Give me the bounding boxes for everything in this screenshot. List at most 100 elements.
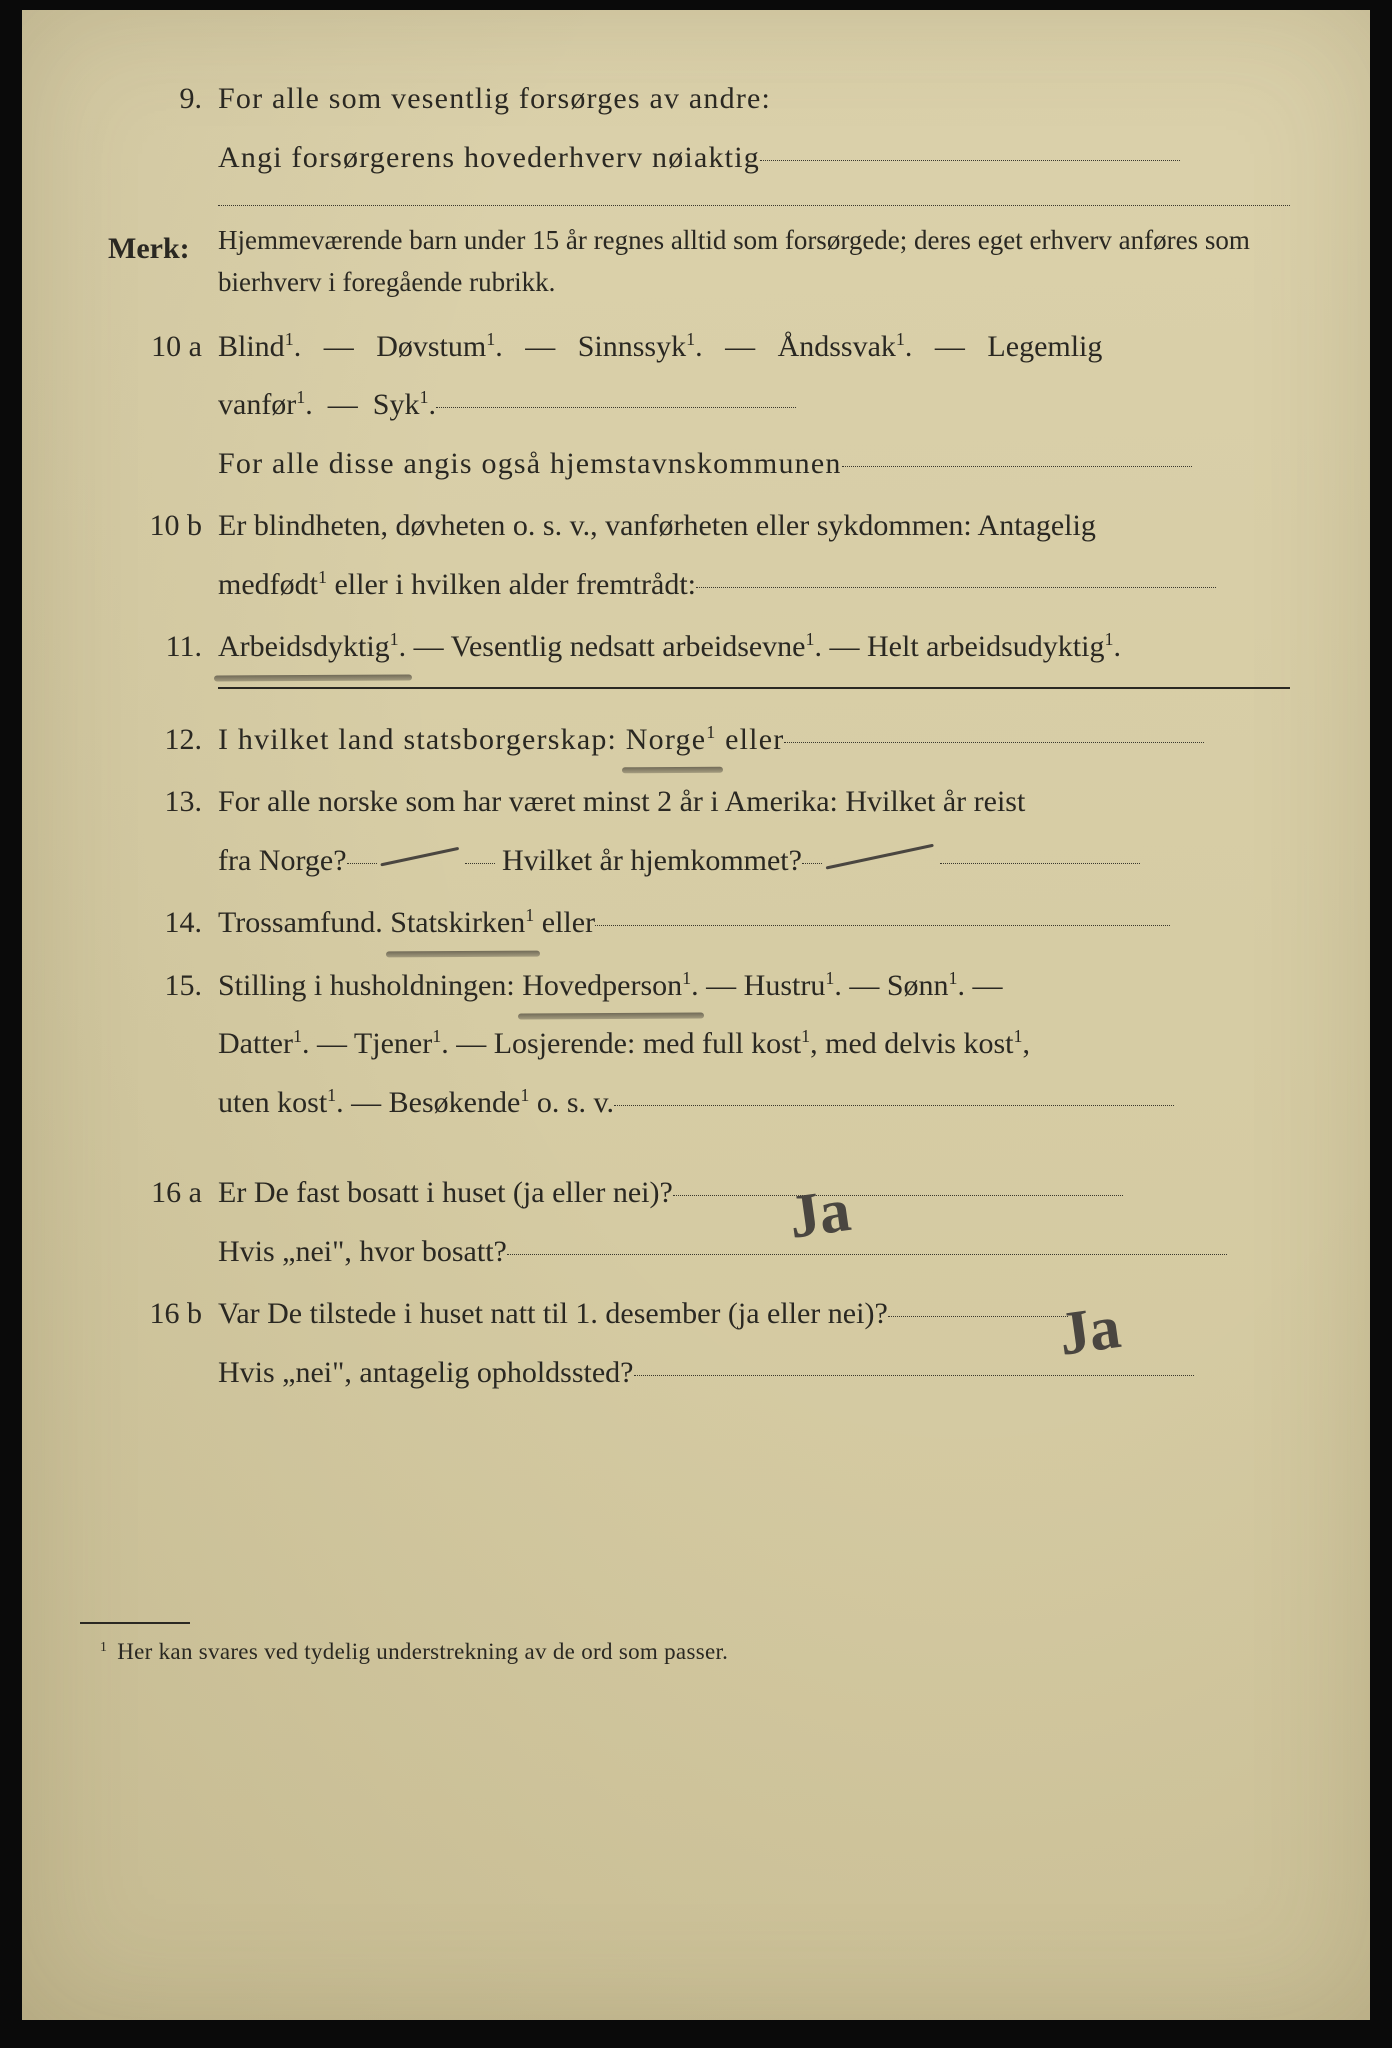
fill-line[interactable] [634, 1375, 1194, 1376]
q12-underlined: Norge1 [626, 711, 717, 770]
q13-number: 13. [112, 773, 202, 832]
q16b-line2-text: Hvis „nei", antagelig opholdssted? [218, 1356, 634, 1389]
question-16a: 16 a Er De fast bosatt i huset (ja eller… [140, 1164, 1290, 1281]
fill-line[interactable] [673, 1195, 1123, 1196]
fill-line[interactable] [784, 742, 1204, 743]
fill-line[interactable] [436, 407, 796, 408]
q14-a: Trossamfund. [218, 906, 390, 939]
merk-label: Merk: [108, 220, 190, 279]
q10a-number: 10 a [112, 318, 202, 377]
q15-r1: — Hustru [699, 969, 826, 1002]
q12-text: I hvilket land statsborgerskap: Norge1 e… [218, 711, 1290, 770]
q15-l3b: . — Besøkende [336, 1086, 520, 1119]
fill-line[interactable] [347, 863, 377, 864]
fill-line[interactable] [842, 466, 1192, 467]
q15-underlined-text: Hovedperson [522, 969, 682, 1002]
q14-number: 14. [112, 894, 202, 953]
q15-line3: uten kost1. — Besøkende1 o. s. v. [218, 1074, 1290, 1133]
q13-line1: For alle norske som har været minst 2 år… [218, 773, 1290, 832]
question-11: 11. Arbeidsdyktig1. — Vesentlig nedsatt … [140, 618, 1290, 677]
divider-dotted [218, 205, 1290, 206]
q9-line2: Angi forsørgerens hovederhverv nøiaktig [218, 129, 1290, 188]
q10a-opt7: Syk [373, 388, 420, 421]
q15-l3c: o. s. v. [529, 1086, 614, 1119]
footnote-text: Her kan svares ved tydelig understreknin… [117, 1639, 728, 1664]
q16a-number: 16 a [112, 1164, 202, 1223]
q10b-line2: medfødt1 eller i hvilken alder fremtrådt… [218, 556, 1290, 615]
q10a-opt6: vanfør [218, 388, 296, 421]
question-14: 14. Trossamfund. Statskirken1 eller [140, 894, 1290, 953]
fill-line[interactable] [888, 1316, 1068, 1317]
q14-b: eller [534, 906, 595, 939]
q10b-line2b: eller i hvilken alder fremtrådt: [327, 568, 696, 601]
question-9: 9. For alle som vesentlig forsørges av a… [140, 70, 1290, 187]
question-16b: 16 b Var De tilstede i huset natt til 1.… [140, 1285, 1290, 1402]
q10b-number: 10 b [112, 497, 202, 556]
footnote-rule [80, 1622, 190, 1624]
q11-mid: — Vesentlig nedsatt arbeidsevne [406, 630, 805, 663]
q14-underlined: Statskirken1 [390, 894, 534, 953]
q12-underlined-text: Norge [626, 723, 706, 756]
q15-a: Stilling i husholdningen: [218, 969, 522, 1002]
q16b-line1-text: Var De tilstede i huset natt til 1. dese… [218, 1297, 888, 1330]
q10b-line2a: medfødt [218, 568, 318, 601]
q10a-line3: For alle disse angis også hjemstavnskomm… [218, 435, 1290, 494]
q15-l2a: Datter [218, 1027, 293, 1060]
q15-line1: Stilling i husholdningen: Hovedperson1. … [218, 957, 1290, 1016]
q12-a: I hvilket land statsborgerskap: [218, 723, 626, 756]
q15-l2d: , med delvis kost [810, 1027, 1013, 1060]
q11-text: Arbeidsdyktig1. — Vesentlig nedsatt arbe… [218, 618, 1290, 677]
q16a-line2-text: Hvis „nei", hvor bosatt? [218, 1235, 507, 1268]
fill-line[interactable] [802, 863, 822, 864]
question-10b: 10 b Er blindheten, døvheten o. s. v., v… [140, 497, 1290, 614]
fill-line[interactable] [614, 1105, 1174, 1106]
fill-line[interactable] [465, 863, 495, 864]
q10a-opt1: Blind [218, 330, 285, 363]
footnote-marker: 1 [100, 1639, 107, 1654]
pencil-slash-icon [826, 844, 934, 870]
q9-line1: For alle som vesentlig forsørges av andr… [218, 70, 1290, 129]
q13-line2b: Hvilket år hjemkommet? [502, 844, 802, 877]
fill-line[interactable] [595, 925, 1170, 926]
q10a-line2: vanfør1. — Syk1. [218, 376, 1290, 435]
q12-number: 12. [112, 711, 202, 770]
q16b-number: 16 b [112, 1285, 202, 1344]
fill-line[interactable] [760, 160, 1180, 161]
divider-solid [218, 687, 1290, 689]
q13-line2: fra Norge? Hvilket år hjemkommet? [218, 832, 1290, 891]
q16b-line2: Hvis „nei", antagelig opholdssted? [218, 1344, 1290, 1403]
q12-b: eller [716, 723, 784, 756]
q15-underlined: Hovedperson1. [522, 957, 698, 1016]
q15-l3a: uten kost [218, 1086, 327, 1119]
fill-line[interactable] [696, 587, 1216, 588]
fill-line[interactable] [507, 1254, 1227, 1255]
q14-text: Trossamfund. Statskirken1 eller [218, 894, 1290, 953]
q16a-line2: Hvis „nei", hvor bosatt? [218, 1223, 1290, 1282]
q11-opt1-text: Arbeidsdyktig [218, 630, 390, 663]
q11-number: 11. [112, 618, 202, 677]
q10a-line3-text: For alle disse angis også hjemstavnskomm… [218, 447, 842, 480]
q10a-line1: Blind1. — Døvstum1. — Sinnssyk1. — Åndss… [218, 318, 1290, 377]
q10a-opt4: Åndssvak [778, 330, 896, 363]
q9-line2-text: Angi forsørgerens hovederhverv nøiaktig [218, 141, 760, 174]
q10a-opt3: Sinnssyk [578, 330, 686, 363]
q15-r1c: . — [958, 969, 1003, 1002]
question-10a: 10 a Blind1. — Døvstum1. — Sinnssyk1. — … [140, 318, 1290, 494]
q16b-line1: Var De tilstede i huset natt til 1. dese… [218, 1285, 1290, 1344]
census-form-page: 9. For alle som vesentlig forsørges av a… [22, 10, 1370, 2020]
question-12: 12. I hvilket land statsborgerskap: Norg… [140, 711, 1290, 770]
merk-note: Merk: Hjemmeværende barn under 15 år reg… [218, 220, 1290, 304]
fill-line[interactable] [940, 863, 1140, 864]
q11-end: . — Helt arbeidsudyktig [815, 630, 1105, 663]
q11-underlined: Arbeidsdyktig1. [218, 618, 406, 677]
form-content: 9. For alle som vesentlig forsørges av a… [140, 70, 1290, 1675]
q10a-opt5: Legemlig [987, 330, 1102, 363]
pencil-slash-icon [380, 847, 459, 867]
q15-line2: Datter1. — Tjener1. — Losjerende: med fu… [218, 1015, 1290, 1074]
footnote: 1 Her kan svares ved tydelig understrekni… [100, 1630, 1290, 1675]
q9-number: 9. [112, 70, 202, 129]
q15-l2b: . — Tjener [302, 1027, 432, 1060]
merk-text: Hjemmeværende barn under 15 år regnes al… [218, 220, 1290, 304]
q13-line2a: fra Norge? [218, 844, 347, 877]
q10a-opt2: Døvstum [376, 330, 486, 363]
